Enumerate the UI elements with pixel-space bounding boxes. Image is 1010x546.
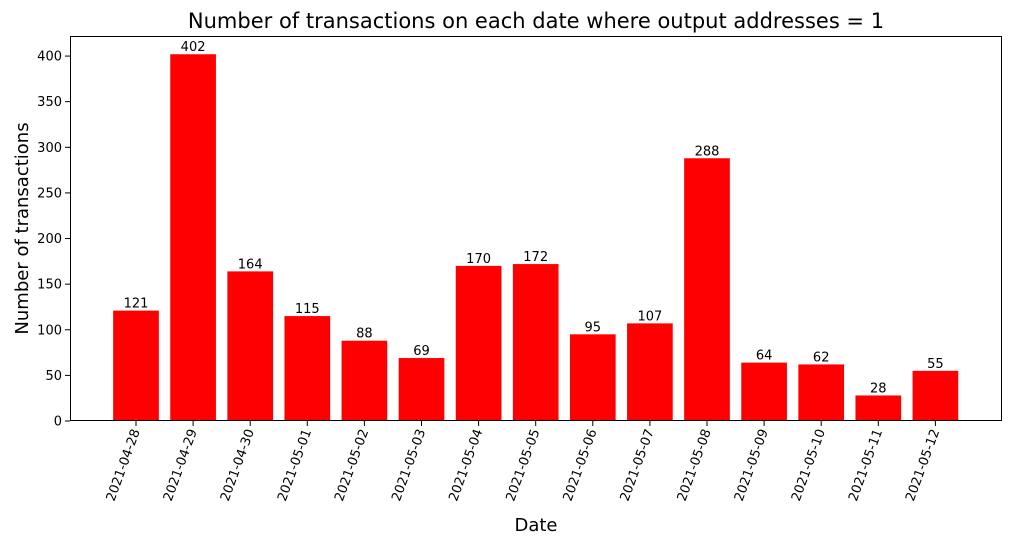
bar-2021-05-05 bbox=[512, 264, 559, 421]
bar-2021-04-30 bbox=[227, 271, 274, 421]
x-tick-label-2021-05-05: 2021-05-05 bbox=[504, 427, 544, 503]
x-tick-label-2021-04-29: 2021-04-29 bbox=[161, 427, 201, 503]
x-tick-label-2021-05-09: 2021-05-09 bbox=[732, 427, 772, 503]
data-label-2021-05-06: 95 bbox=[585, 320, 602, 335]
bar-2021-05-07 bbox=[627, 323, 673, 421]
data-label-2021-05-02: 88 bbox=[356, 327, 373, 342]
data-label-2021-04-28: 121 bbox=[124, 297, 149, 312]
data-label-2021-05-07: 107 bbox=[637, 309, 662, 324]
x-tick-label-2021-05-07: 2021-05-07 bbox=[618, 427, 658, 503]
data-labels-layer: 121 402 164 115 88 69 170 172 95 107 288 64 62 28 55 bbox=[124, 40, 944, 396]
bar-2021-04-29 bbox=[170, 54, 216, 421]
x-tick-label-2021-05-03: 2021-05-03 bbox=[389, 427, 429, 503]
y-axis: 0 50 100 150 200 250 300 350 400 bbox=[37, 50, 70, 430]
y-tick-label: 350 bbox=[37, 95, 62, 110]
bars-layer bbox=[113, 54, 959, 421]
x-tick-label-2021-05-06: 2021-05-06 bbox=[561, 427, 601, 503]
bar-2021-05-02 bbox=[341, 340, 388, 421]
data-label-2021-05-05: 172 bbox=[523, 250, 548, 265]
x-tick-label-2021-04-30: 2021-04-30 bbox=[218, 427, 258, 503]
y-axis-title: Number of transactions bbox=[12, 122, 33, 334]
data-label-2021-05-10: 62 bbox=[813, 350, 830, 365]
bar-2021-05-11 bbox=[855, 395, 902, 421]
data-label-2021-04-29: 402 bbox=[181, 40, 206, 55]
bar-2021-05-04 bbox=[455, 265, 502, 421]
y-tick-label: 200 bbox=[37, 232, 62, 247]
data-label-2021-05-12: 55 bbox=[927, 357, 944, 372]
data-label-2021-05-01: 115 bbox=[295, 302, 320, 317]
x-tick-label-2021-04-28: 2021-04-28 bbox=[104, 427, 144, 503]
y-tick-label: 250 bbox=[37, 186, 62, 201]
bar-2021-05-09 bbox=[741, 362, 787, 421]
bar-2021-05-08 bbox=[684, 158, 730, 421]
x-tick-label-2021-05-11: 2021-05-11 bbox=[846, 427, 886, 503]
bar-2021-05-10 bbox=[798, 364, 845, 421]
y-tick-label: 150 bbox=[37, 278, 62, 293]
y-tick-label: 400 bbox=[37, 50, 62, 65]
x-tick-label-2021-05-10: 2021-05-10 bbox=[789, 427, 829, 503]
bar-2021-04-28 bbox=[113, 310, 159, 421]
bar-2021-05-01 bbox=[284, 316, 331, 421]
data-label-2021-05-03: 69 bbox=[413, 344, 430, 359]
x-axis-title: Date bbox=[514, 515, 557, 536]
x-tick-label-2021-05-02: 2021-05-02 bbox=[332, 427, 372, 503]
data-label-2021-05-08: 288 bbox=[695, 144, 720, 159]
y-tick-label: 0 bbox=[54, 415, 62, 430]
x-axis: 2021-04-28 2021-04-29 2021-04-30 2021-05-01… bbox=[104, 421, 943, 503]
data-label-2021-05-04: 170 bbox=[466, 252, 491, 267]
x-tick-label-2021-05-04: 2021-05-04 bbox=[446, 427, 486, 503]
data-label-2021-05-11: 28 bbox=[870, 381, 887, 396]
y-tick-label: 100 bbox=[37, 323, 62, 338]
bar-2021-05-12 bbox=[912, 370, 959, 421]
bar-2021-05-06 bbox=[569, 334, 616, 421]
y-tick-label: 300 bbox=[37, 141, 62, 156]
bar-2021-05-03 bbox=[398, 358, 445, 421]
x-tick-label-2021-05-12: 2021-05-12 bbox=[903, 427, 943, 503]
data-label-2021-05-09: 64 bbox=[756, 349, 773, 364]
y-tick-label: 50 bbox=[45, 369, 62, 384]
chart-title: Number of transactions on each date wher… bbox=[188, 9, 884, 33]
plot-frame bbox=[70, 36, 1002, 421]
data-label-2021-04-30: 164 bbox=[238, 257, 263, 272]
x-tick-label-2021-05-08: 2021-05-08 bbox=[675, 427, 715, 503]
x-tick-label-2021-05-01: 2021-05-01 bbox=[275, 427, 315, 503]
